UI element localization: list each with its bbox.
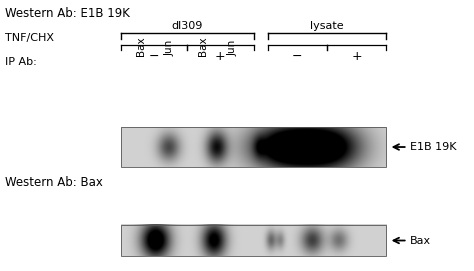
Text: dl309: dl309 bbox=[172, 21, 203, 31]
Text: IP Ab:: IP Ab: bbox=[5, 57, 36, 67]
Text: +: + bbox=[351, 50, 362, 63]
Text: −: − bbox=[292, 50, 303, 63]
Text: Western Ab: E1B 19K: Western Ab: E1B 19K bbox=[5, 7, 129, 20]
Text: +: + bbox=[215, 50, 226, 63]
Text: Jun: Jun bbox=[228, 39, 237, 56]
Text: E1B 19K: E1B 19K bbox=[410, 142, 456, 152]
Text: Bax: Bax bbox=[136, 36, 146, 56]
Text: Western Ab: Bax: Western Ab: Bax bbox=[5, 176, 102, 189]
Text: lysate: lysate bbox=[310, 21, 344, 31]
Bar bbox=[121, 225, 386, 256]
Text: Bax: Bax bbox=[410, 235, 431, 246]
Text: TNF/CHX: TNF/CHX bbox=[5, 34, 54, 43]
Text: Bax: Bax bbox=[198, 36, 208, 56]
Text: −: − bbox=[149, 50, 159, 63]
Text: Jun: Jun bbox=[165, 39, 175, 56]
Bar bbox=[121, 127, 386, 167]
